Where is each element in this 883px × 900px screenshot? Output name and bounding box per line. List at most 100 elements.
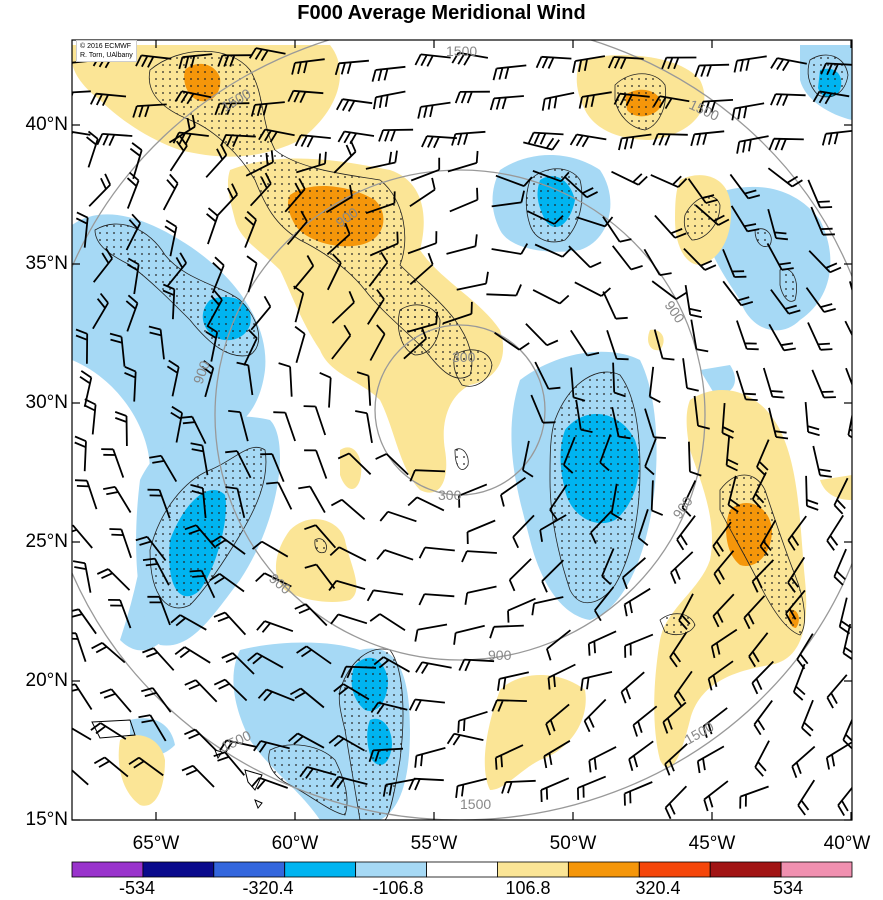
wind-barb xyxy=(162,173,179,211)
wind-barb xyxy=(109,332,126,367)
wind-barb xyxy=(523,137,560,151)
wind-barb xyxy=(250,295,272,331)
wind-barb xyxy=(296,151,327,174)
wind-barb xyxy=(461,550,497,563)
wind-barb xyxy=(250,101,285,117)
wind-barb xyxy=(611,407,631,440)
wind-barb xyxy=(853,205,883,229)
wind-barb xyxy=(580,671,613,691)
wind-barb xyxy=(678,593,694,630)
wind-barb xyxy=(90,722,127,740)
wind-barb xyxy=(743,595,766,630)
wind-barb xyxy=(205,143,228,178)
positive-wind-shading xyxy=(72,45,852,806)
wind-barb xyxy=(664,743,688,776)
wind-barb xyxy=(661,56,697,70)
wind-barb xyxy=(696,745,725,774)
wind-barb xyxy=(180,415,207,445)
wind-barb xyxy=(453,624,485,645)
wind-barb xyxy=(294,325,306,363)
wind-barb xyxy=(284,178,306,213)
wind-barb xyxy=(367,289,385,325)
wind-barb xyxy=(251,540,289,558)
wind-barb xyxy=(451,51,489,66)
wind-barb xyxy=(569,133,607,148)
wind-barb xyxy=(250,776,289,790)
wind-barb xyxy=(365,191,396,215)
wind-barb xyxy=(414,623,448,642)
wind-barb xyxy=(767,167,803,188)
wind-barb xyxy=(304,563,336,589)
field-layer xyxy=(72,40,883,820)
wind-barb xyxy=(92,247,113,283)
lat-label-15n: 15°N xyxy=(25,809,68,830)
wind-barb xyxy=(375,453,409,476)
wind-barb xyxy=(164,219,178,257)
wind-barb xyxy=(652,95,690,110)
wind-barb xyxy=(213,751,245,776)
wind-barb xyxy=(821,129,852,146)
wind-barb xyxy=(249,172,272,207)
wind-barb xyxy=(162,283,176,320)
wind-barb xyxy=(96,133,133,146)
wind-barb xyxy=(418,546,455,559)
wind-barb xyxy=(247,652,284,669)
wind-barb xyxy=(588,746,617,773)
wind-barb xyxy=(376,549,414,561)
wind-barb xyxy=(690,130,725,147)
wind-barb xyxy=(447,150,479,173)
wind-barb xyxy=(599,434,612,472)
wind-barb xyxy=(340,665,377,679)
contour-label-1500-bottom: 1500 xyxy=(460,796,491,812)
wind-barb xyxy=(407,496,445,512)
wind-barb xyxy=(325,184,353,214)
wind-barb xyxy=(612,362,626,398)
wind-barb xyxy=(72,727,92,741)
colorbar-swatch xyxy=(780,861,853,878)
colorbar-swatch xyxy=(355,861,427,878)
wind-barb xyxy=(93,756,129,778)
wind-barb xyxy=(702,707,728,738)
wind-barb xyxy=(805,475,819,511)
wind-barb xyxy=(731,102,765,121)
wind-barb xyxy=(442,301,473,325)
wind-barb xyxy=(407,231,438,255)
wind-barb xyxy=(99,688,132,713)
wind-barb xyxy=(337,452,372,475)
wind-barb xyxy=(449,187,479,213)
wind-barb xyxy=(621,557,646,590)
wind-barb xyxy=(534,361,561,390)
lat-label-30n: 30°N xyxy=(25,392,68,413)
wind-barb xyxy=(299,766,337,779)
wind-barb xyxy=(650,174,688,188)
wind-barb xyxy=(594,586,615,622)
wind-barb xyxy=(620,671,645,704)
wind-barb xyxy=(643,248,672,276)
wind-barb xyxy=(371,65,406,82)
wind-barb xyxy=(219,739,256,753)
wind-barb xyxy=(379,510,417,523)
wind-barb xyxy=(833,548,847,586)
wind-barb xyxy=(637,509,649,547)
wind-barb xyxy=(373,90,406,110)
wind-barb xyxy=(135,535,167,562)
wind-barb xyxy=(507,597,536,623)
wind-barb xyxy=(147,488,171,519)
wind-barb xyxy=(319,371,332,408)
contour-label-900-west: 900 xyxy=(190,358,213,386)
wind-barb xyxy=(135,54,172,68)
wind-barb xyxy=(74,435,87,472)
wind-barb xyxy=(492,64,527,81)
wind-barb xyxy=(213,678,248,702)
wind-barb xyxy=(695,204,730,226)
wind-barb xyxy=(837,786,852,817)
wind-barb xyxy=(190,484,207,519)
wind-barb xyxy=(652,133,688,146)
wind-barb xyxy=(703,780,729,812)
wind-barb xyxy=(574,281,612,297)
wind-barb xyxy=(854,249,873,280)
wind-barb xyxy=(539,514,567,542)
wind-barb xyxy=(355,410,373,444)
wind-barb xyxy=(522,440,534,478)
wind-barb xyxy=(570,329,600,357)
